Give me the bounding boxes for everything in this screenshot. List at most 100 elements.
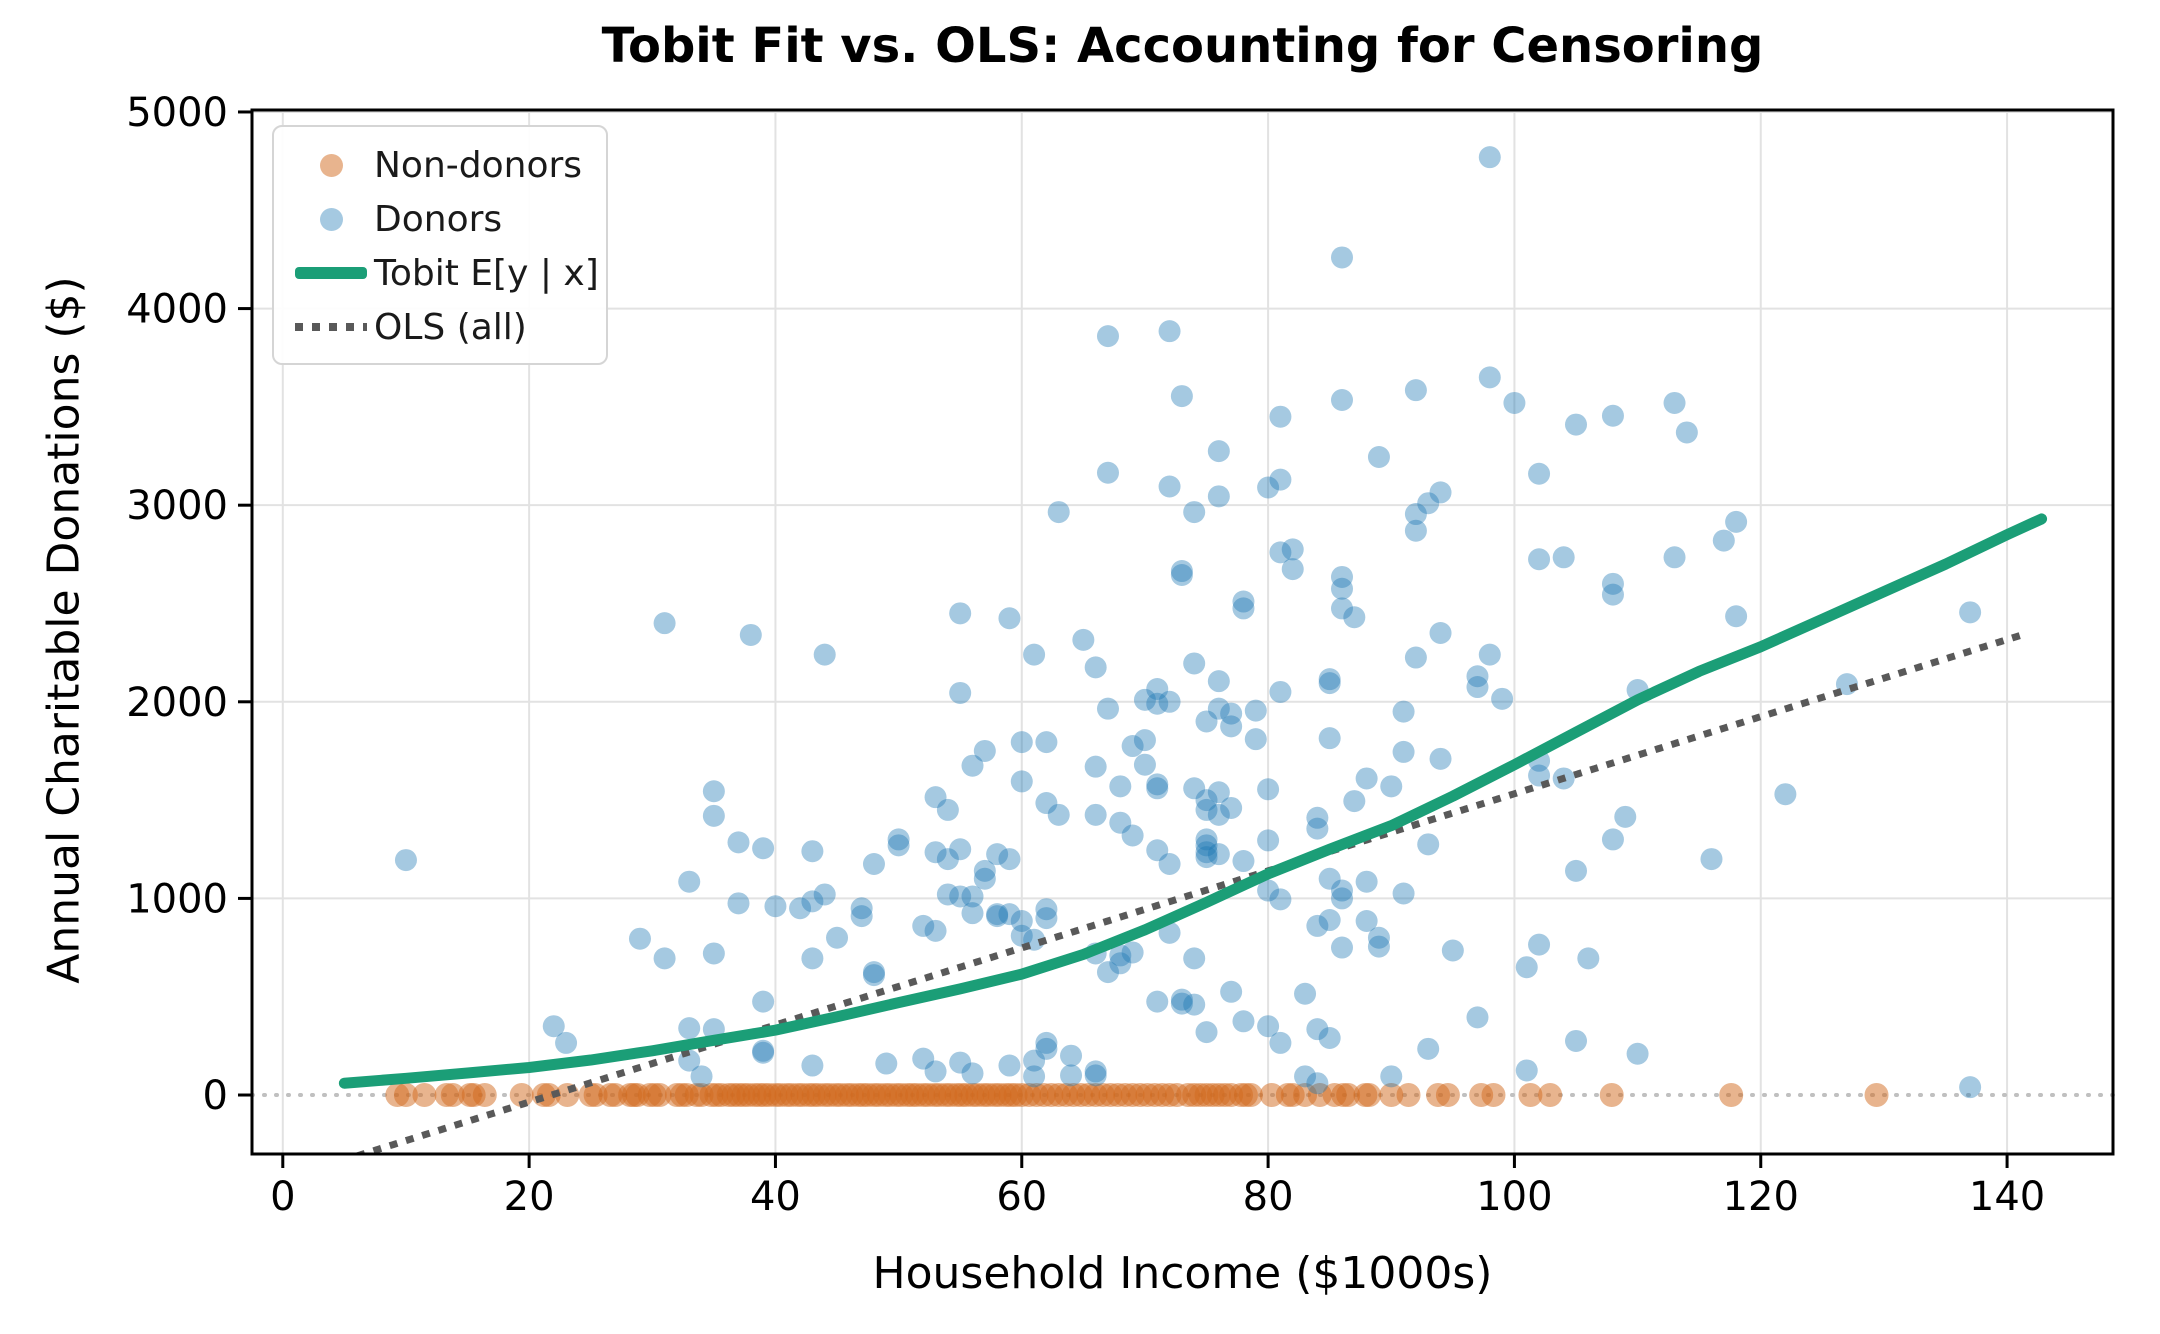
donor-point — [1712, 529, 1735, 552]
x-tick-label: 40 — [750, 1174, 801, 1220]
y-tick-label: 0 — [203, 1073, 228, 1119]
donor-point — [936, 798, 959, 821]
donor-point — [1330, 597, 1353, 620]
donor-point — [1195, 846, 1218, 869]
legend-label: Donors — [374, 198, 503, 240]
donor-point — [1466, 665, 1489, 688]
donor-point — [1601, 828, 1624, 851]
donor-point — [1170, 560, 1193, 583]
y-tick-label: 5000 — [126, 90, 228, 136]
donor-point — [1183, 993, 1206, 1016]
donor-point — [1047, 501, 1070, 524]
donor-point — [1392, 700, 1415, 723]
ols-dotted-line-icon — [288, 323, 374, 331]
donor-point — [1306, 806, 1329, 829]
donor-point — [924, 786, 947, 809]
donor-point — [1565, 859, 1588, 882]
donor-point — [1404, 503, 1427, 526]
donor-point — [1269, 680, 1292, 703]
donor-point — [739, 623, 762, 646]
donor-point — [961, 754, 984, 777]
donor-point — [1318, 727, 1341, 750]
donor-point — [1330, 246, 1353, 269]
donor-point — [1552, 546, 1575, 569]
donor-point — [850, 897, 873, 920]
non-donor-point — [509, 1083, 534, 1108]
donor-point — [998, 1054, 1021, 1077]
donor-point — [1183, 501, 1206, 524]
donor-point — [1183, 947, 1206, 970]
donor-point — [1133, 753, 1156, 776]
donor-point — [973, 739, 996, 762]
non-donor-point — [393, 1083, 418, 1108]
non-donor-point — [1435, 1083, 1460, 1108]
donor-point — [912, 1047, 935, 1070]
legend-item-tobit: Tobit E[y | x] — [288, 249, 599, 297]
donor-point — [702, 780, 725, 803]
donor-point — [1392, 740, 1415, 763]
donor-point — [1257, 778, 1280, 801]
donor-point — [801, 840, 824, 863]
donor-point — [1306, 1072, 1329, 1095]
non-donor-point — [472, 1083, 497, 1108]
donor-point — [1195, 798, 1218, 821]
donor-point — [1035, 731, 1058, 754]
donor-point — [628, 927, 651, 950]
donor-point — [542, 1015, 565, 1038]
donor-point — [1478, 366, 1501, 389]
donor-point — [1281, 538, 1304, 561]
donor-point — [690, 1065, 713, 1088]
donor-point — [1183, 777, 1206, 800]
donor-point — [1010, 770, 1033, 793]
donor-point — [1170, 992, 1193, 1015]
donor-point — [1343, 790, 1366, 813]
donor-point — [1158, 853, 1181, 875]
donor-point — [1343, 606, 1366, 629]
x-tick-label: 20 — [504, 1174, 555, 1220]
non-donors-marker-icon — [288, 153, 374, 177]
donor-point — [801, 947, 824, 970]
donor-point — [1084, 803, 1107, 826]
donor-point — [1035, 907, 1058, 930]
donor-point — [1220, 702, 1243, 725]
donor-point — [875, 1052, 898, 1075]
legend-item-non-donors: Non-donors — [288, 141, 588, 189]
donor-point — [1565, 1029, 1588, 1052]
legend-label: Non-donors — [374, 144, 583, 186]
donor-point — [1133, 729, 1156, 752]
non-donor-point — [1379, 1083, 1404, 1108]
donor-point — [1023, 1049, 1046, 1072]
donor-point — [1429, 747, 1452, 770]
donor-point — [862, 964, 885, 987]
tobit-curve — [338, 513, 2048, 1089]
y-tick-label: 3000 — [126, 483, 228, 529]
donor-point — [1330, 936, 1353, 959]
donor-point — [986, 903, 1009, 926]
donor-point — [1060, 1044, 1083, 1067]
donor-point — [752, 990, 775, 1013]
donor-point — [1220, 796, 1243, 819]
non-donor-point — [1481, 1083, 1506, 1108]
legend-label: OLS (all) — [374, 306, 527, 348]
donor-point — [801, 890, 824, 913]
y-tick-label: 2000 — [126, 680, 228, 726]
y-tick-label: 4000 — [126, 287, 228, 333]
non-donor-point — [1864, 1083, 1889, 1108]
donor-point — [1503, 391, 1526, 414]
donor-point — [1663, 546, 1686, 569]
donor-point — [394, 849, 417, 872]
donor-point — [1601, 583, 1624, 606]
donor-point — [1183, 652, 1206, 675]
x-tick-label: 60 — [996, 1174, 1047, 1220]
donor-point — [1959, 1076, 1982, 1099]
donor-point — [1417, 1037, 1440, 1060]
donor-point — [1318, 668, 1341, 691]
donor-point — [1269, 888, 1292, 911]
donor-point — [1010, 731, 1033, 754]
donor-point — [887, 828, 910, 851]
donor-point — [961, 902, 984, 925]
donor-point — [1528, 462, 1551, 485]
x-tick-label: 0 — [270, 1174, 295, 1220]
donor-point — [1306, 914, 1329, 937]
donor-point — [1084, 1060, 1107, 1083]
